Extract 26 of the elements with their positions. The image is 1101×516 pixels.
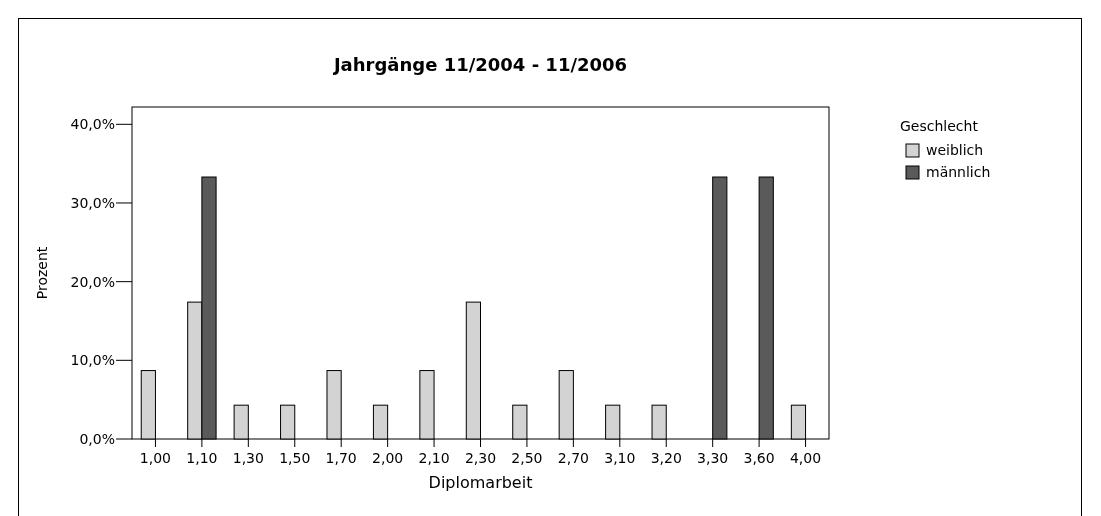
- y-tick-label: 10,0%: [70, 352, 115, 369]
- y-axis-title: Prozent: [34, 246, 50, 300]
- x-tick-label: 3,30: [697, 450, 729, 466]
- x-tick-label: 1,00: [139, 450, 172, 466]
- chart-title: Jahrgänge 11/2004 - 11/2006: [331, 54, 628, 75]
- legend-title: Geschlecht: [900, 118, 979, 134]
- y-tick-label: 40,0%: [70, 116, 115, 133]
- x-tick-label: 1,70: [325, 450, 357, 466]
- x-tick-label: 3,10: [604, 450, 636, 466]
- x-tick-label: 1,30: [232, 450, 264, 466]
- y-tick-label: 20,0%: [70, 273, 115, 290]
- x-tick-label: 1,10: [186, 450, 218, 466]
- legend-label: weiblich: [926, 142, 984, 158]
- x-tick-label: 2,50: [511, 450, 543, 466]
- x-tick-label: 4,00: [789, 450, 822, 466]
- x-tick-label: 2,70: [557, 450, 589, 466]
- x-axis-title: Diplomarbeit: [428, 473, 533, 492]
- x-tick-label: 2,30: [464, 450, 497, 466]
- y-tick-label: 30,0%: [70, 194, 115, 211]
- x-tick-label: 2,10: [418, 450, 450, 466]
- x-tick-label: 1,50: [279, 450, 311, 466]
- legend-label: männlich: [926, 164, 991, 180]
- x-tick-label: 2,00: [372, 450, 404, 466]
- x-tick-label: 3,20: [650, 450, 682, 466]
- y-tick-label: 0,0%: [79, 430, 115, 447]
- x-tick-label: 3,60: [743, 450, 775, 466]
